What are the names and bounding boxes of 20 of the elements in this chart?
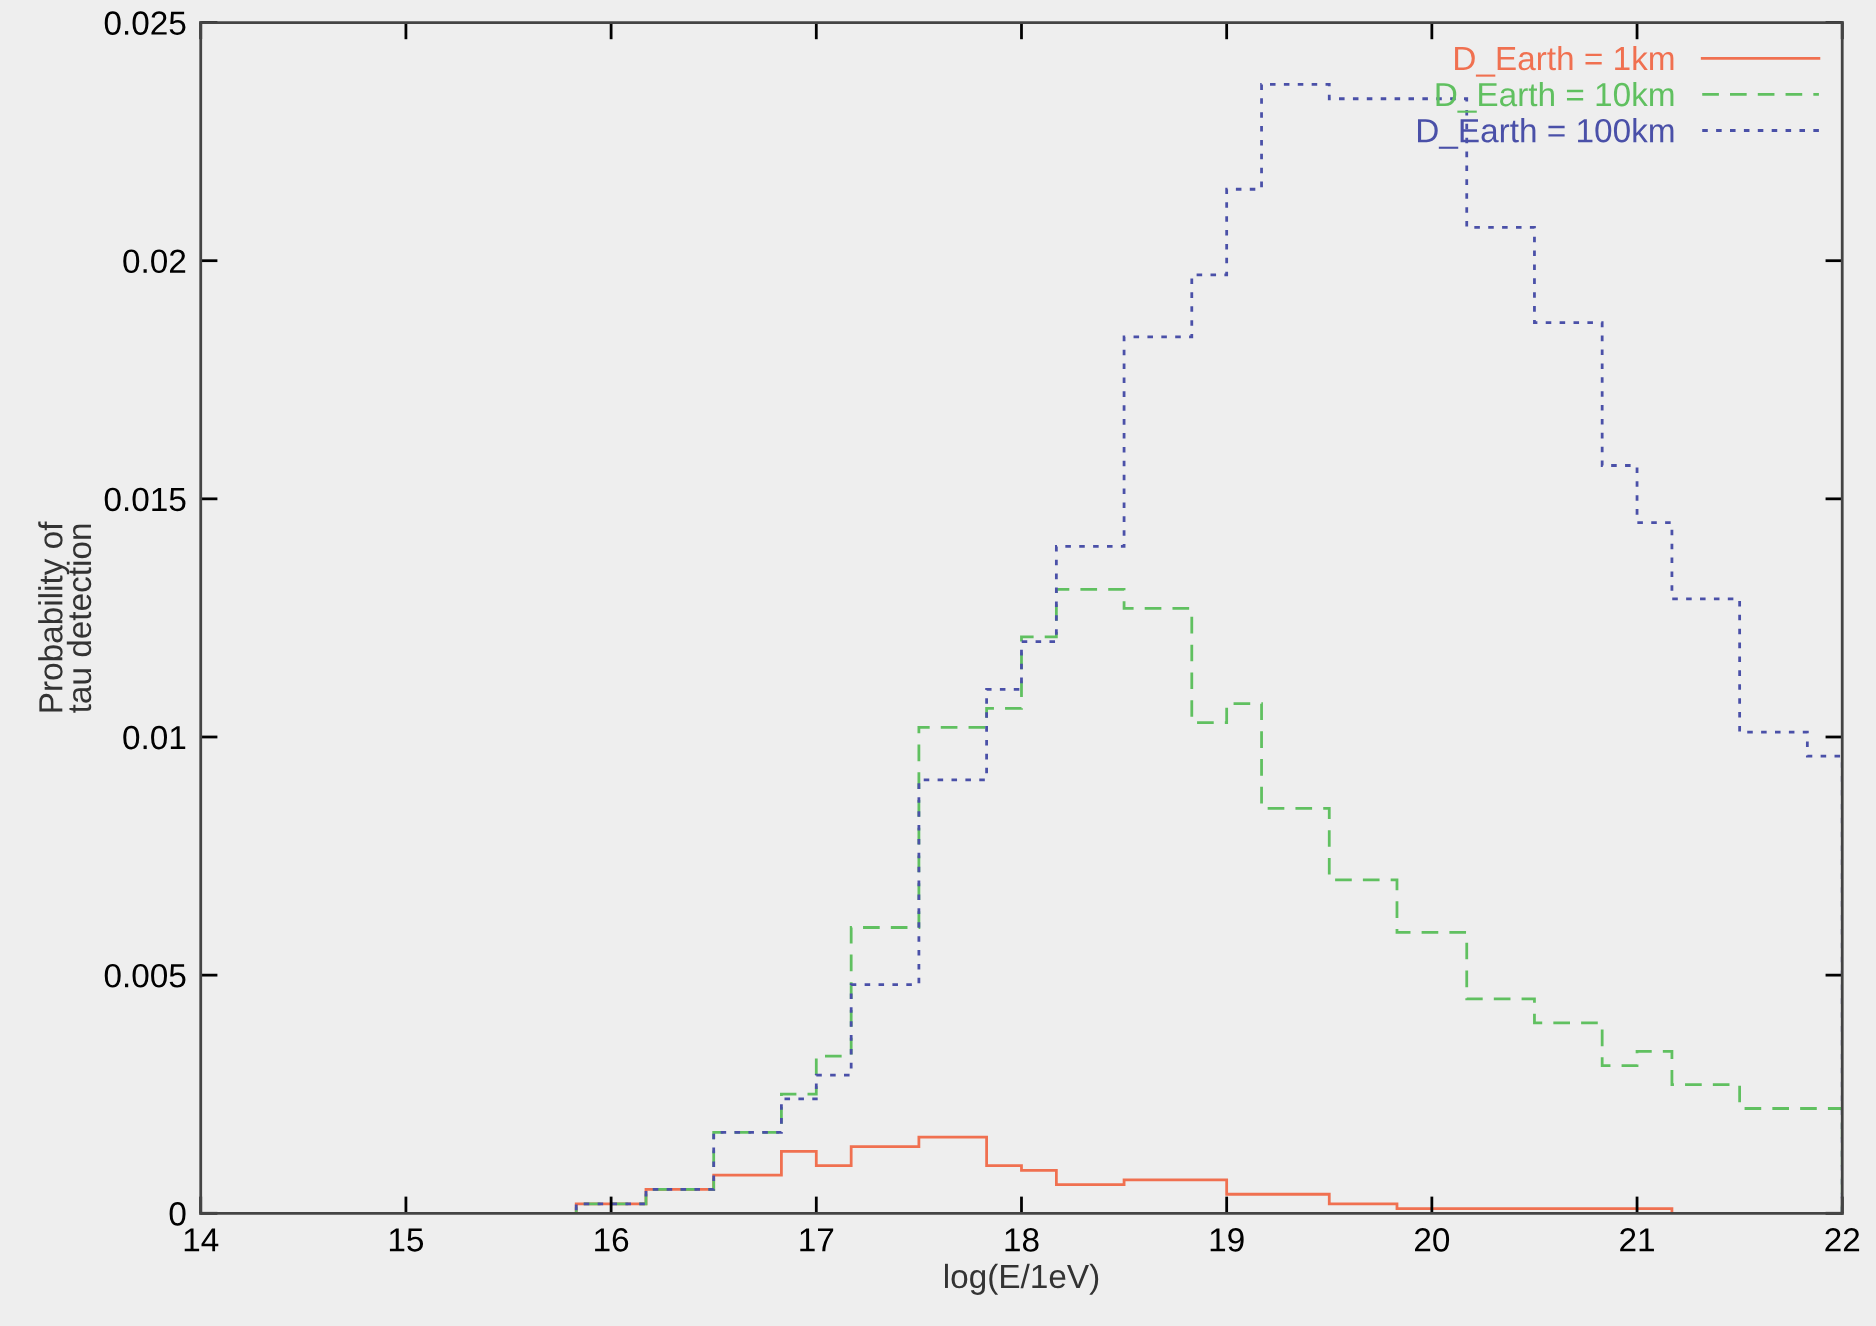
x-axis-title: log(E/1eV): [944, 1263, 1099, 1295]
legend-label: D_Earth = 10km: [1436, 81, 1674, 113]
legend-label: D_Earth = 100km: [1417, 118, 1674, 149]
x-tick-label: 16: [595, 1228, 629, 1252]
x-tick-label: 14: [184, 1228, 219, 1252]
y-tick-label: 0.005: [104, 963, 186, 988]
x-tick-label: 20: [1415, 1228, 1450, 1252]
y-tick-label: 0.02: [123, 249, 186, 274]
legend-label: D_Earth = 1km: [1455, 45, 1674, 77]
x-tick-label: 17: [800, 1228, 834, 1252]
x-tick-label: 22: [1825, 1228, 1860, 1252]
x-tick-label: 15: [389, 1228, 424, 1252]
y-tick-label: 0.025: [104, 11, 186, 35]
y-tick-label: 0: [169, 1202, 186, 1226]
x-tick-label: 18: [1005, 1228, 1039, 1252]
y-axis-title: Probability of tau detection: [38, 521, 92, 713]
x-tick-label: 19: [1210, 1228, 1244, 1252]
y-tick-label: 0.015: [104, 487, 186, 512]
x-tick-label: 21: [1620, 1228, 1654, 1252]
y-tick-label: 0.01: [123, 725, 186, 750]
